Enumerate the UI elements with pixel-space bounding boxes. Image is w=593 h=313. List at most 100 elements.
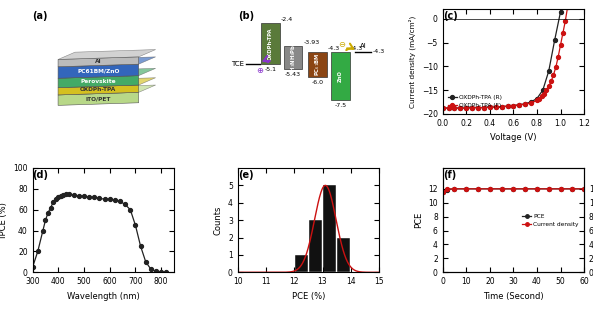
Text: Al: Al bbox=[360, 43, 366, 49]
Polygon shape bbox=[58, 49, 155, 59]
PCE bbox=[534, 187, 541, 191]
OXDPh-TPA (R) bbox=[451, 106, 458, 110]
FancyBboxPatch shape bbox=[308, 52, 327, 77]
Text: ITO/PET: ITO/PET bbox=[85, 96, 111, 101]
Y-axis label: Current density (mA/cm²): Current density (mA/cm²) bbox=[409, 15, 416, 108]
OXDPh-TPA (R) bbox=[551, 38, 558, 42]
Bar bbox=[337, 238, 350, 272]
Text: $\oplus$: $\oplus$ bbox=[256, 66, 264, 75]
Text: PC$_{61}$BM: PC$_{61}$BM bbox=[313, 53, 322, 76]
Current density bbox=[498, 187, 505, 191]
Current density bbox=[510, 187, 517, 191]
Bar bbox=[323, 185, 336, 272]
OXDPh-TPA (F) bbox=[516, 103, 523, 107]
OXDPh-TPA (F) bbox=[439, 106, 447, 110]
OXDPh-TPA (R) bbox=[498, 105, 505, 109]
Text: -4.3: -4.3 bbox=[328, 46, 340, 51]
OXDPh-TPA (F) bbox=[547, 80, 554, 83]
PCE bbox=[510, 187, 517, 191]
Text: CH$_3$NH$_3$PbI$_3$: CH$_3$NH$_3$PbI$_3$ bbox=[289, 40, 298, 75]
Current density bbox=[557, 187, 564, 191]
Text: $\ominus$: $\ominus$ bbox=[337, 40, 346, 49]
OXDPh-TPA (F) bbox=[538, 94, 545, 98]
Y-axis label: IPCE (%): IPCE (%) bbox=[0, 202, 8, 238]
Polygon shape bbox=[58, 57, 139, 67]
Polygon shape bbox=[58, 85, 155, 95]
OXDPh-TPA (R) bbox=[545, 69, 552, 73]
Text: PC61BM/ZnO: PC61BM/ZnO bbox=[77, 69, 120, 74]
OXDPh-TPA (F) bbox=[457, 106, 464, 110]
Current density bbox=[581, 187, 588, 191]
Current density bbox=[444, 187, 451, 191]
Current density bbox=[486, 187, 493, 191]
PCE bbox=[569, 187, 576, 191]
OXDPh-TPA (F) bbox=[474, 106, 482, 110]
OXDPh-TPA (F) bbox=[486, 105, 493, 109]
OXDPh-TPA (R) bbox=[557, 10, 564, 14]
PCE bbox=[463, 187, 470, 191]
Text: Al: Al bbox=[95, 59, 101, 64]
OXDPh-TPA (F) bbox=[498, 105, 505, 109]
PCE bbox=[474, 187, 482, 191]
Text: (c): (c) bbox=[443, 12, 457, 22]
OXDPh-TPA (R) bbox=[474, 106, 482, 110]
OXDPh-TPA (F) bbox=[545, 84, 552, 88]
OXDPh-TPA (R) bbox=[510, 104, 517, 108]
PCE bbox=[439, 190, 447, 194]
OXDPh-TPA (F) bbox=[562, 19, 569, 23]
Y-axis label: Counts: Counts bbox=[213, 205, 222, 235]
OXDPh-TPA (R) bbox=[445, 106, 452, 110]
OXDPh-TPA (F) bbox=[528, 101, 535, 105]
Text: OXDPh-TPA: OXDPh-TPA bbox=[80, 88, 116, 92]
PCE bbox=[545, 187, 552, 191]
OXDPh-TPA (F) bbox=[504, 104, 511, 108]
OXDPh-TPA (R) bbox=[480, 106, 487, 110]
Line: PCE: PCE bbox=[441, 187, 586, 194]
Bar bbox=[295, 255, 308, 272]
OXDPh-TPA (R) bbox=[516, 103, 523, 107]
PCE bbox=[522, 187, 529, 191]
PCE bbox=[581, 187, 588, 191]
Current density bbox=[534, 187, 541, 191]
OXDPh-TPA (F) bbox=[463, 106, 470, 110]
OXDPh-TPA (F) bbox=[534, 99, 541, 102]
OXDPh-TPA (R) bbox=[504, 104, 511, 108]
OXDPh-TPA (F) bbox=[543, 89, 550, 92]
FancyBboxPatch shape bbox=[262, 23, 280, 64]
Polygon shape bbox=[58, 76, 139, 88]
Polygon shape bbox=[58, 92, 139, 105]
Legend: OXDPh-TPA (R), OXDPh-TPA (F): OXDPh-TPA (R), OXDPh-TPA (F) bbox=[445, 93, 505, 111]
OXDPh-TPA (R) bbox=[539, 88, 546, 92]
Line: OXDPh-TPA (F): OXDPh-TPA (F) bbox=[441, 0, 580, 110]
Polygon shape bbox=[58, 64, 139, 78]
OXDPh-TPA (F) bbox=[480, 106, 487, 110]
OXDPh-TPA (R) bbox=[486, 105, 493, 109]
OXDPh-TPA (R) bbox=[468, 106, 476, 110]
PCE bbox=[557, 187, 564, 191]
Line: OXDPh-TPA (R): OXDPh-TPA (R) bbox=[441, 0, 567, 110]
OXDPh-TPA (F) bbox=[492, 105, 499, 109]
OXDPh-TPA (R) bbox=[463, 106, 470, 110]
OXDPh-TPA (F) bbox=[522, 102, 529, 106]
OXDPh-TPA (F) bbox=[564, 5, 571, 9]
OXDPh-TPA (R) bbox=[457, 106, 464, 110]
Text: -4.3: -4.3 bbox=[350, 46, 363, 51]
FancyBboxPatch shape bbox=[331, 52, 350, 100]
Legend: PCE, Current density: PCE, Current density bbox=[520, 211, 581, 229]
Text: (f): (f) bbox=[443, 170, 456, 180]
Y-axis label: PCE: PCE bbox=[414, 212, 423, 228]
Current density bbox=[463, 187, 470, 191]
Text: (a): (a) bbox=[33, 12, 48, 22]
Text: -3.93: -3.93 bbox=[304, 40, 320, 45]
Text: OXDPh-TPA: OXDPh-TPA bbox=[268, 27, 273, 60]
OXDPh-TPA (R) bbox=[439, 106, 447, 110]
OXDPh-TPA (R) bbox=[522, 102, 529, 106]
Current density bbox=[474, 187, 482, 191]
OXDPh-TPA (R) bbox=[559, 0, 566, 4]
Text: Perovskite: Perovskite bbox=[81, 79, 116, 84]
OXDPh-TPA (R) bbox=[534, 97, 541, 100]
PCE bbox=[444, 188, 451, 192]
OXDPh-TPA (F) bbox=[535, 97, 543, 100]
Text: ZnO: ZnO bbox=[338, 70, 343, 82]
Polygon shape bbox=[58, 85, 139, 95]
